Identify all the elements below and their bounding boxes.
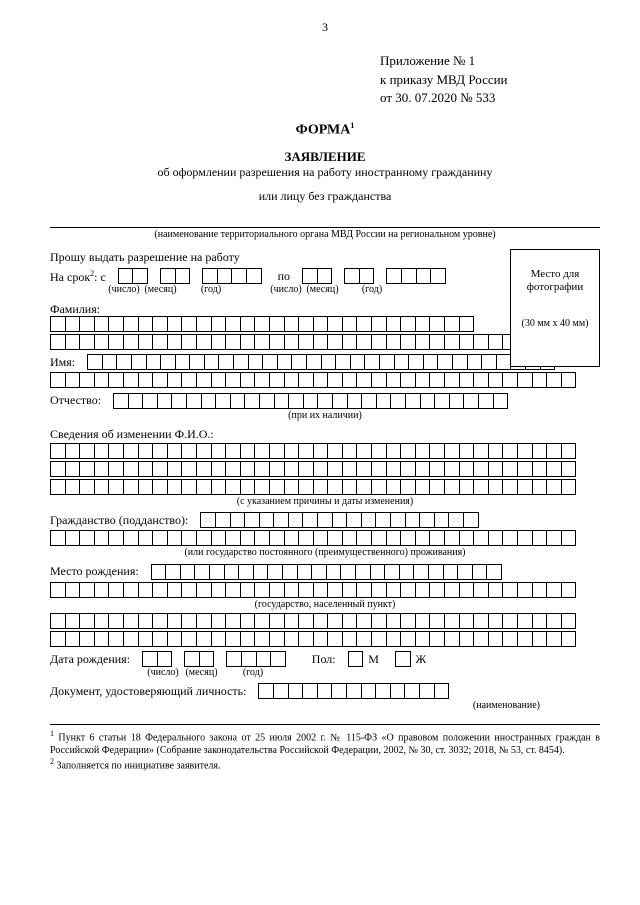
birthplace-row1[interactable] [151,564,502,580]
period-row: На срок2: с по [50,268,495,284]
birthplace-row3[interactable] [50,613,600,629]
birthplace-note: (государство, населенный пункт) [50,599,600,611]
citizenship-row2[interactable] [50,530,600,546]
birthplace-label: Место рождения: [50,564,139,578]
footnotes: 1 Пункт 6 статьи 18 Федерального закона … [50,729,600,773]
name-row1[interactable] [87,354,555,370]
id-doc-row[interactable] [258,683,449,699]
appendix-line3: от 30. 07.2020 № 533 [380,89,600,107]
photo-placeholder: Место для фотографии (30 мм x 40 мм) [510,249,600,367]
date-to-day[interactable] [302,268,332,284]
patronymic-note: (при их наличии) [50,410,600,422]
fio-change-row3[interactable] [50,479,600,495]
request-text: Прошу выдать разрешение на работу [50,250,240,264]
name-row2[interactable] [50,372,600,388]
appendix-block: Приложение № 1 к приказу МВД России от 3… [380,52,600,107]
citizenship-note: (или государство постоянного (преимущест… [50,547,600,559]
sex-f-box[interactable] [395,651,411,667]
dob-label: Дата рождения: [50,652,130,666]
date-to-month[interactable] [344,268,374,284]
birthplace-row2[interactable] [50,582,600,598]
subtitle2: или лицу без гражданства [50,189,600,203]
date-to-year[interactable] [386,268,445,284]
fio-change-label: Сведения об изменении Ф.И.О.: [50,427,214,441]
sex-f: Ж [416,652,427,666]
id-doc-label: Документ, удостоверяющий личность: [50,684,246,698]
citizenship-label: Гражданство (подданство): [50,513,188,527]
surname-row1[interactable] [50,316,474,332]
dob-day[interactable] [142,651,172,667]
title: ЗАЯВЛЕНИЕ [50,149,600,165]
patronymic-row[interactable] [113,393,508,409]
date-from-day[interactable] [118,268,148,284]
citizenship-row1[interactable] [200,512,478,528]
fio-change-row2[interactable] [50,461,600,477]
surname-label: Фамилия: [50,302,100,316]
patronymic-label: Отчество: [50,393,101,407]
dob-year[interactable] [226,651,285,667]
forma-heading: ФОРМА1 [50,121,600,139]
sex-m: М [368,652,379,666]
name-label: Имя: [50,355,75,369]
appendix-line2: к приказу МВД России [380,71,600,89]
sex-m-box[interactable] [348,651,364,667]
id-doc-note: (наименование) [50,700,600,712]
sex-label: Пол: [312,652,336,666]
page-number: 3 [50,20,600,34]
fio-change-note: (с указанием причины и даты изменения) [50,496,600,508]
fio-change-row1[interactable] [50,443,600,459]
appendix-line1: Приложение № 1 [380,52,600,70]
subtitle1: об оформлении разрешения на работу иност… [50,165,600,179]
org-name-line[interactable] [50,214,600,228]
org-caption: (наименование территориального органа МВ… [50,229,600,241]
date-from-year[interactable] [202,268,261,284]
dob-row: Дата рождения: Пол: М Ж [50,651,600,667]
footnote-separator [50,724,600,725]
birthplace-row4[interactable] [50,631,600,647]
date-from-month[interactable] [160,268,190,284]
dob-month[interactable] [184,651,214,667]
